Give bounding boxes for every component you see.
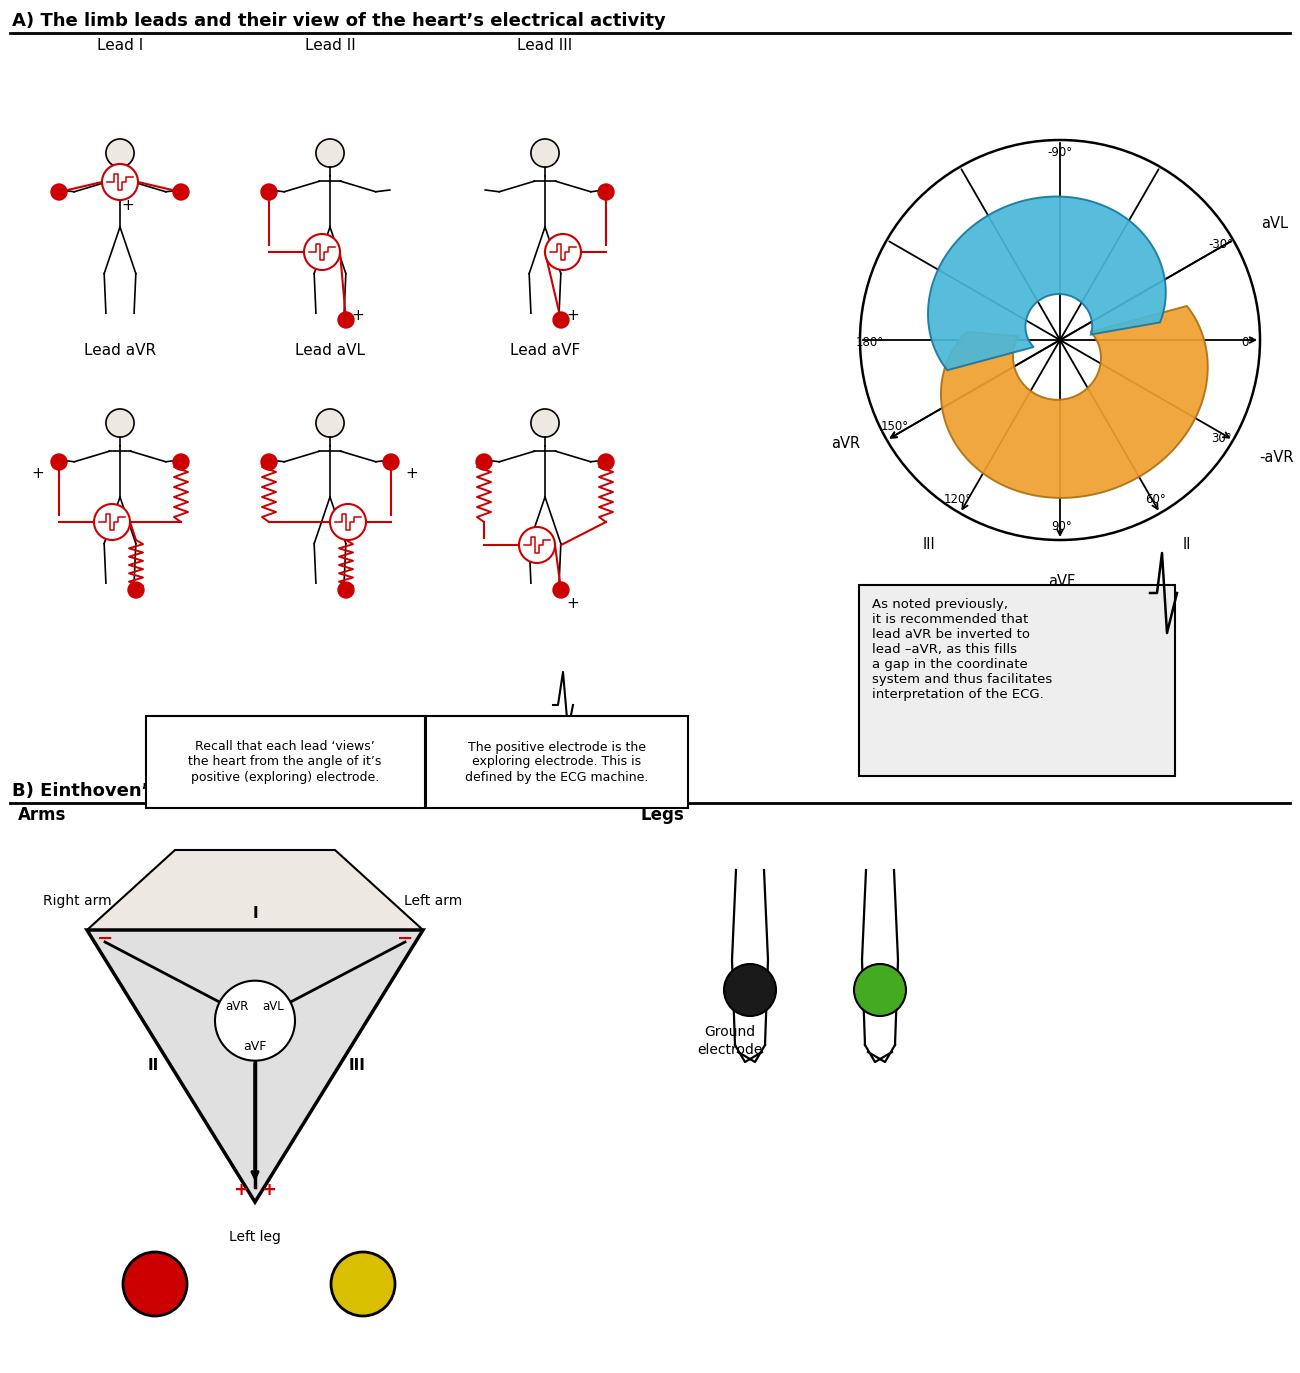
Text: II: II [1183,537,1191,552]
Circle shape [545,233,581,270]
Text: electrode: electrode [697,1043,763,1057]
Text: Lead aVF: Lead aVF [510,343,580,358]
Circle shape [330,504,367,540]
Text: A) The limb leads and their view of the heart’s electrical activity: A) The limb leads and their view of the … [12,12,666,30]
Text: Left arm: Left arm [404,894,462,908]
Text: 90°: 90° [1052,519,1072,533]
Circle shape [854,964,906,1016]
Text: 120°: 120° [944,493,972,507]
Text: 30°: 30° [1212,431,1232,445]
Circle shape [724,964,776,1016]
Text: 180°: 180° [855,335,884,349]
Text: +: + [567,596,580,611]
Circle shape [530,139,559,168]
Circle shape [127,582,144,599]
Circle shape [304,233,341,270]
Circle shape [124,1252,187,1315]
Text: The positive electrode is the
exploring electrode. This is
defined by the ECG ma: The positive electrode is the exploring … [465,740,649,784]
Text: Lead II: Lead II [304,38,355,54]
Circle shape [332,1252,395,1315]
Text: Recall that each lead ‘views’
the heart from the angle of it’s
positive (explori: Recall that each lead ‘views’ the heart … [188,740,382,784]
Text: Lead aVR: Lead aVR [84,343,156,358]
Text: Legs: Legs [640,806,684,824]
Text: III: III [348,1059,365,1074]
Circle shape [598,454,614,470]
Circle shape [173,184,188,200]
Text: -90°: -90° [1048,146,1072,158]
Circle shape [598,184,614,200]
Text: As noted previously,
it is recommended that
lead aVR be inverted to
lead –aVR, a: As noted previously, it is recommended t… [872,599,1052,702]
Text: −: − [396,928,413,947]
Text: aVF: aVF [1048,574,1075,589]
Text: Right arm: Right arm [43,894,112,908]
Circle shape [338,312,354,328]
Text: 60°: 60° [1145,493,1166,507]
Text: I: I [252,906,257,921]
Circle shape [552,312,569,328]
Circle shape [105,139,134,168]
Circle shape [173,454,188,470]
Text: +: + [261,1181,277,1199]
Circle shape [338,582,354,599]
Circle shape [261,454,277,470]
Text: aVL: aVL [1261,216,1288,231]
Text: +: + [406,465,419,481]
Text: +: + [567,308,580,323]
Polygon shape [87,850,423,930]
Text: +: + [122,198,134,213]
FancyBboxPatch shape [426,715,688,807]
Circle shape [476,454,491,470]
Circle shape [316,139,344,168]
Text: aVR: aVR [225,1000,248,1013]
Circle shape [101,163,138,200]
FancyBboxPatch shape [146,715,425,807]
Circle shape [214,980,295,1061]
Circle shape [861,140,1260,540]
Text: Arms: Arms [18,806,66,824]
Text: II: II [147,1059,159,1074]
Text: aVL: aVL [263,1000,283,1013]
Circle shape [51,184,68,200]
Polygon shape [928,196,1166,371]
Circle shape [94,504,130,540]
Text: aVF: aVF [243,1041,266,1053]
Circle shape [519,527,555,563]
FancyBboxPatch shape [859,585,1175,776]
Circle shape [530,409,559,437]
Text: -aVR: -aVR [1260,449,1294,464]
Text: Lead III: Lead III [517,38,572,54]
Circle shape [552,582,569,599]
Text: -30°: -30° [1208,238,1232,250]
Text: Ground: Ground [705,1026,755,1039]
Text: III: III [923,537,936,552]
Text: −: − [96,928,113,947]
Text: Lead aVL: Lead aVL [295,343,365,358]
Circle shape [261,184,277,200]
Text: B) Einthoven’s triangle: B) Einthoven’s triangle [12,783,244,800]
Polygon shape [941,306,1208,498]
Text: +: + [351,308,364,323]
Text: Left leg: Left leg [229,1230,281,1244]
Text: aVR: aVR [831,437,859,452]
Text: 150°: 150° [880,420,909,432]
Text: +: + [234,1181,248,1199]
Circle shape [105,409,134,437]
Circle shape [51,454,68,470]
Circle shape [384,454,399,470]
Circle shape [316,409,344,437]
Text: 0°: 0° [1242,335,1254,349]
Text: +: + [31,465,44,481]
Text: Lead I: Lead I [98,38,143,54]
Polygon shape [87,930,423,1201]
